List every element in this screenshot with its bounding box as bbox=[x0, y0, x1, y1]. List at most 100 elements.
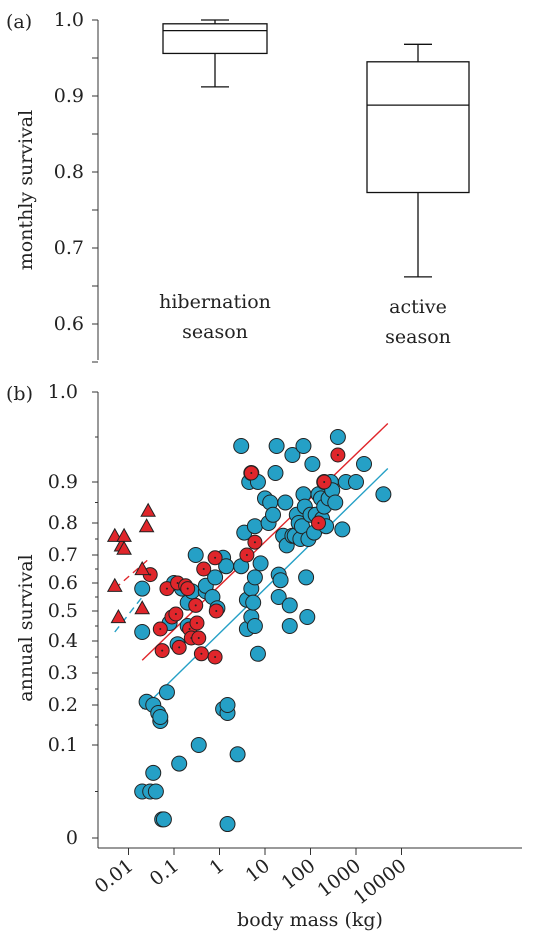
panel-b-y-label: annual survival bbox=[15, 554, 37, 702]
group-label-line: season bbox=[182, 321, 248, 343]
data-point-blue bbox=[171, 755, 188, 772]
data-point-dot bbox=[214, 656, 217, 658]
data-point-blue bbox=[270, 589, 287, 605]
box-iqr bbox=[366, 61, 470, 194]
y-tick-label: 0.7 bbox=[54, 237, 84, 259]
data-point-blue bbox=[298, 569, 315, 586]
y-tick-label: 1.0 bbox=[48, 381, 78, 403]
data-point-blue bbox=[329, 429, 346, 445]
data-point-blue bbox=[245, 594, 262, 611]
data-point-blue bbox=[281, 597, 298, 614]
data-point-blue bbox=[207, 569, 224, 586]
y-tick-label: 0.9 bbox=[54, 85, 84, 107]
data-point-dot bbox=[253, 541, 256, 544]
data-point-dot bbox=[195, 622, 198, 624]
data-point-blue bbox=[246, 618, 263, 634]
y-tick-label: 0.6 bbox=[54, 313, 84, 335]
data-point-blue bbox=[327, 494, 344, 511]
data-point-blue bbox=[267, 465, 284, 481]
data-point-blue bbox=[187, 547, 204, 563]
group-label-line: season bbox=[385, 326, 451, 348]
data-point-dot bbox=[165, 587, 168, 590]
panel-a-y-ticks: 1.0 0.9 0.8 0.7 0.6 bbox=[54, 9, 98, 363]
data-point-blue bbox=[147, 783, 164, 800]
data-point-dot bbox=[202, 568, 205, 570]
data-point-dot bbox=[214, 556, 217, 559]
data-point-blue bbox=[134, 580, 151, 597]
data-point-blue bbox=[375, 486, 392, 503]
x-tick-label: 10 bbox=[241, 855, 274, 887]
data-point-blue bbox=[348, 474, 364, 490]
data-point-dot bbox=[159, 628, 162, 630]
data-point-blue bbox=[233, 438, 250, 454]
panel-b-x-label: body mass (kg) bbox=[237, 909, 383, 931]
data-point-blue bbox=[281, 618, 298, 634]
x-tick-label: 0.1 bbox=[146, 855, 183, 891]
data-point-dot bbox=[178, 646, 181, 649]
data-point-blue bbox=[155, 811, 172, 828]
data-point-dot bbox=[250, 472, 253, 474]
data-point-blue bbox=[152, 709, 169, 725]
data-point-dot bbox=[245, 554, 248, 556]
data-point-triangle bbox=[138, 518, 155, 533]
data-point-blue bbox=[334, 521, 351, 538]
data-point-triangle bbox=[116, 527, 132, 542]
panel-a: (a) 1.0 0.9 0.8 0.7 0.6 monthly survival hib… bbox=[6, 9, 470, 363]
data-point-dot bbox=[197, 637, 200, 639]
data-point-blue bbox=[272, 572, 289, 589]
data-point-blue bbox=[252, 555, 269, 572]
data-point-triangle bbox=[106, 577, 123, 592]
group-label-hibernation: hibernation season bbox=[159, 291, 271, 343]
data-point-triangle bbox=[134, 560, 151, 576]
data-point-triangle bbox=[110, 608, 127, 624]
y-tick-label: 0.4 bbox=[48, 630, 78, 652]
box-iqr bbox=[162, 23, 268, 55]
data-point-dot bbox=[336, 454, 339, 456]
data-point-dot bbox=[215, 610, 218, 612]
y-tick-label: 0.3 bbox=[48, 662, 78, 684]
box-1 bbox=[366, 43, 470, 278]
y-tick-label: 0 bbox=[66, 827, 78, 849]
panel-b: (b) 1.0 0.9 0.8 0.7 0.6 0.5 0.4 0.3 0.2 0.1 0 0.01… bbox=[6, 381, 522, 931]
x-tick-label: 1 bbox=[206, 855, 229, 880]
fit-line bbox=[114, 557, 151, 590]
data-point-dot bbox=[323, 481, 326, 483]
group-label-line: hibernation bbox=[159, 291, 271, 313]
y-tick-label: 0.9 bbox=[48, 471, 78, 493]
data-point-blue bbox=[249, 645, 266, 662]
fit-line bbox=[114, 596, 143, 633]
data-point-blue bbox=[284, 447, 301, 463]
data-point-blue bbox=[268, 438, 285, 454]
data-point-triangle bbox=[140, 502, 156, 517]
panel-a-y-label: monthly survival bbox=[15, 110, 37, 270]
y-tick-label: 0.5 bbox=[48, 600, 78, 622]
group-label-line: active bbox=[389, 296, 447, 318]
fit-line bbox=[141, 467, 389, 710]
data-point-dot bbox=[194, 604, 197, 607]
data-point-blue bbox=[304, 456, 321, 472]
y-tick-label: 0.2 bbox=[48, 694, 78, 716]
data-point-dot bbox=[176, 582, 179, 584]
data-point-blue bbox=[265, 506, 282, 523]
box-0 bbox=[162, 19, 268, 88]
panel-b-label: (b) bbox=[6, 383, 33, 405]
data-point-triangle bbox=[116, 540, 132, 555]
data-point-blue bbox=[219, 816, 236, 833]
panel-a-label: (a) bbox=[6, 11, 32, 33]
group-label-active: active season bbox=[385, 296, 451, 348]
data-point-blue bbox=[158, 684, 175, 701]
data-point-blue bbox=[134, 624, 151, 640]
data-point-dot bbox=[200, 652, 203, 655]
y-tick-label: 0.1 bbox=[48, 734, 78, 756]
data-point-dot bbox=[317, 522, 320, 524]
data-point-blue bbox=[229, 746, 246, 763]
data-point-blue bbox=[277, 494, 294, 511]
scatter-points bbox=[106, 429, 392, 833]
data-point-triangle bbox=[134, 600, 151, 615]
x-tick-label: 10000 bbox=[349, 855, 410, 910]
data-point-dot bbox=[186, 587, 189, 590]
data-point-blue bbox=[295, 438, 312, 454]
fit-line bbox=[141, 422, 389, 661]
